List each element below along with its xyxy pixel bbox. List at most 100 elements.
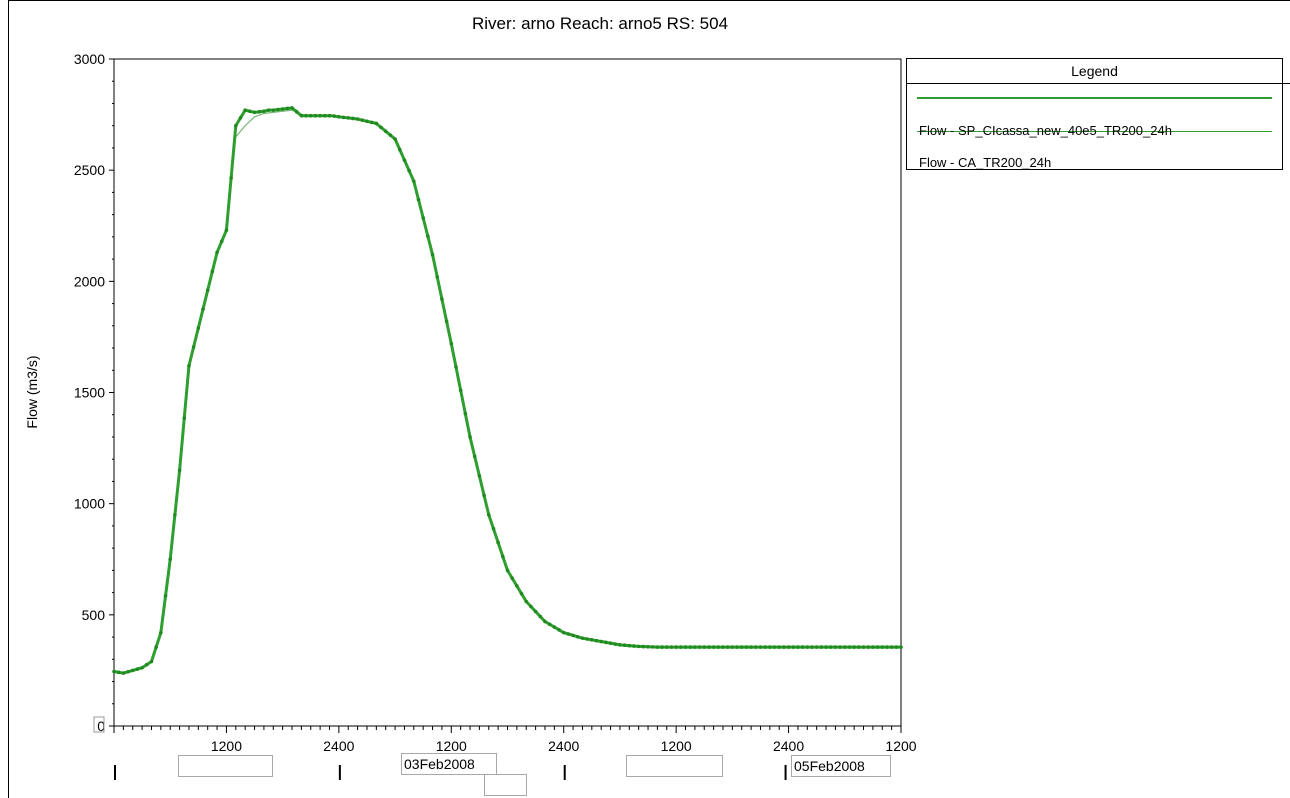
date-box-empty-2 <box>484 774 527 796</box>
series-point <box>861 645 866 649</box>
series-point <box>430 252 435 257</box>
series-point <box>285 106 290 111</box>
series-point <box>154 645 158 649</box>
y-axis-label: Flow (m3/s) <box>24 355 40 428</box>
series-point <box>800 645 805 649</box>
series-point <box>679 645 683 649</box>
series-point <box>599 639 603 644</box>
series-point <box>294 110 299 114</box>
y-tick-label-0: 0 <box>97 718 105 734</box>
series-point <box>135 667 140 671</box>
x-tick-label-60: 1200 <box>661 738 692 754</box>
series-point <box>533 609 538 614</box>
series-point <box>604 640 608 645</box>
series-point <box>880 645 885 649</box>
window-left-border <box>8 0 9 798</box>
series-point <box>233 123 238 128</box>
series-point <box>130 668 135 673</box>
series-point <box>515 584 519 588</box>
series-point <box>159 630 163 635</box>
series-point <box>224 228 229 232</box>
series-point <box>768 645 772 649</box>
series-point <box>871 645 875 649</box>
series-point <box>716 645 721 649</box>
y-tick-label-3000: 3000 <box>74 51 105 67</box>
series-point <box>248 109 252 114</box>
series-point <box>833 645 838 649</box>
series-point <box>824 645 828 649</box>
legend-title: Legend <box>907 59 1282 84</box>
series-point <box>477 474 482 478</box>
series-point <box>412 179 416 184</box>
y-axis: 0 500 1000 1500 2000 2500 3000 <box>74 51 114 734</box>
date-box-empty-1 <box>178 755 273 777</box>
series-point <box>304 113 308 118</box>
series-point <box>561 630 566 635</box>
date-label-05feb2008: 05Feb2008 <box>794 758 865 774</box>
series-point <box>894 645 899 649</box>
series-point <box>693 645 697 649</box>
series-point <box>557 628 561 632</box>
series-point <box>810 645 814 649</box>
series-point <box>182 416 187 420</box>
series-point <box>866 645 871 649</box>
series-point <box>847 645 852 649</box>
series-point <box>664 645 669 649</box>
series-point <box>276 107 280 112</box>
x-axis: 1200 2400 1200 2400 1200 2400 1200 <box>113 726 917 780</box>
series-point <box>173 512 177 517</box>
series-point <box>337 115 341 119</box>
series-point <box>346 116 351 120</box>
series-point <box>210 269 215 274</box>
series-point <box>402 158 407 162</box>
legend-connector-line <box>1281 83 1290 84</box>
y-tick-label-500: 500 <box>82 607 106 623</box>
series-point <box>885 645 889 649</box>
series-point <box>496 540 500 545</box>
series-layer <box>112 106 903 675</box>
series-point <box>721 645 725 649</box>
series-point <box>758 645 763 649</box>
chart-title: River: arno Reach: arno5 RS: 504 <box>471 14 729 33</box>
series-point <box>219 239 224 244</box>
series-point <box>749 645 753 649</box>
series-point <box>632 644 636 648</box>
series-point <box>177 468 182 473</box>
series-point <box>566 632 571 636</box>
series-point <box>618 643 622 647</box>
series-point <box>308 113 313 118</box>
series-point <box>838 645 842 649</box>
series-point <box>739 645 744 649</box>
series-point <box>683 645 688 649</box>
series-point <box>777 645 782 649</box>
series-point <box>215 250 219 255</box>
date-box-03feb2008: 03Feb2008 <box>401 753 497 775</box>
series-point <box>782 645 786 649</box>
x-tick-label-72: 2400 <box>773 738 804 754</box>
series-point <box>416 197 421 202</box>
series-point <box>842 645 847 649</box>
series-point <box>407 168 411 173</box>
x-tick-label-24: 2400 <box>323 738 354 754</box>
legend-entry-2: Flow - CA_TR200_24h <box>919 155 1052 170</box>
series-point <box>262 109 266 114</box>
series-point <box>857 645 861 649</box>
series-point <box>627 643 632 648</box>
series-point <box>791 645 796 649</box>
series-point <box>327 113 332 118</box>
series-point <box>725 645 730 649</box>
legend-swatch-line <box>917 97 1272 99</box>
series-point <box>116 670 121 675</box>
series-point <box>819 645 824 649</box>
series-point <box>205 288 210 293</box>
series-point <box>252 110 257 115</box>
series-point <box>355 117 360 121</box>
x-tick-label-12: 1200 <box>211 738 242 754</box>
y-tick-label-1500: 1500 <box>74 385 105 401</box>
series-point <box>796 645 800 649</box>
series-point <box>491 526 496 531</box>
series-point <box>529 604 533 609</box>
series-point <box>201 307 205 311</box>
series-point <box>299 113 304 118</box>
series-point <box>379 125 383 130</box>
